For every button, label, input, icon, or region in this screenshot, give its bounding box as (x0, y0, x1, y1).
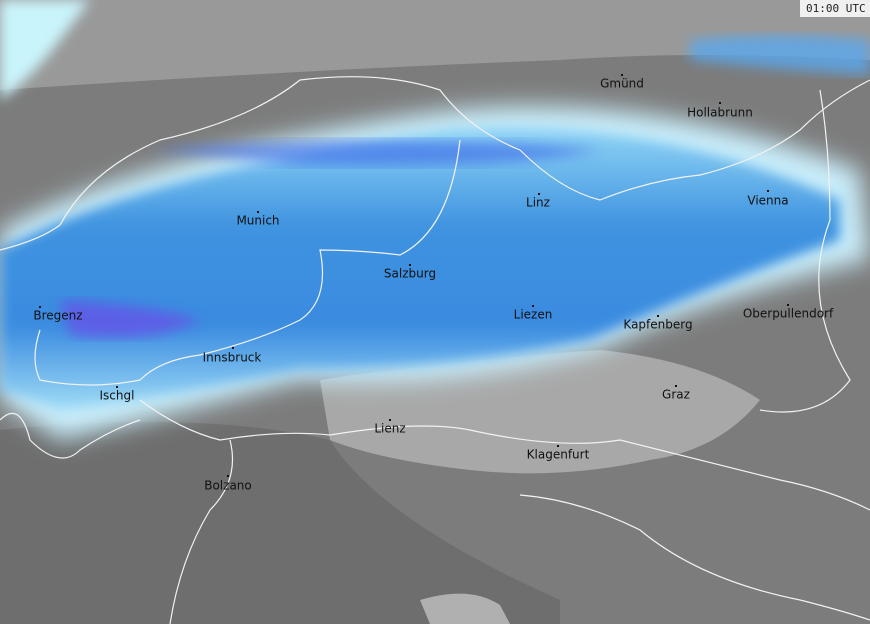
timestamp-box (800, 0, 870, 17)
city-dot (538, 193, 540, 195)
city-label: Oberpullendorf (743, 307, 834, 321)
city-dot (257, 211, 259, 213)
city-label: Innsbruck (203, 351, 262, 365)
city-label: Munich (236, 214, 279, 228)
terrain-dark (0, 422, 560, 624)
city-label: Bolzano (204, 479, 252, 493)
city-dot (39, 306, 41, 308)
city-label: Lienz (374, 422, 405, 436)
city-dot (767, 190, 769, 192)
city-dot (116, 386, 118, 388)
city-dot (719, 102, 721, 104)
borders (0, 76, 870, 624)
border-line (34, 139, 461, 386)
city-label: Liezen (514, 308, 553, 322)
city-dot (675, 385, 677, 387)
lake (420, 593, 510, 624)
precip-main (0, 127, 840, 410)
city-label: Vienna (747, 194, 788, 208)
terrain-austria (320, 350, 760, 474)
city-label: Kapfenberg (623, 318, 692, 332)
city-dot (621, 74, 623, 76)
city-label: Ischgl (100, 389, 135, 403)
border-line (0, 412, 141, 459)
city-label: Bregenz (33, 309, 82, 323)
city-dot (232, 347, 234, 349)
city-dot (557, 445, 559, 447)
precip-heavy (60, 300, 200, 338)
city-dot (787, 304, 789, 306)
city-label: Hollabrunn (687, 106, 753, 120)
precip-heavy (150, 140, 600, 166)
city-dot (532, 305, 534, 307)
precip-light (0, 0, 90, 100)
city-dot (227, 475, 229, 477)
city-label: Linz (526, 196, 550, 210)
terrain-light (0, 0, 870, 90)
border-line (169, 439, 234, 624)
precipitation (0, 0, 870, 440)
border-line (759, 89, 851, 413)
city-label: Klagenfurt (527, 448, 590, 462)
city-dot (657, 315, 659, 317)
border-line (519, 494, 870, 621)
city-label: Gmünd (600, 77, 644, 91)
city-label: Salzburg (384, 267, 436, 281)
timestamp: 01:00 UTC (806, 2, 866, 15)
city-dot (409, 264, 411, 266)
cities: Gmünd Hollabrunn Linz Vienna Munich Salzburg B… (33, 74, 834, 493)
border-line (0, 76, 870, 251)
city-label: Graz (662, 388, 690, 402)
precip-light (690, 35, 870, 75)
city-dot (389, 419, 391, 421)
border-line (139, 399, 870, 511)
